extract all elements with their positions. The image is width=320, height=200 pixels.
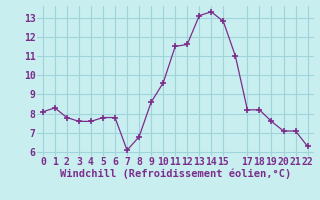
X-axis label: Windchill (Refroidissement éolien,°C): Windchill (Refroidissement éolien,°C) [60, 169, 291, 179]
